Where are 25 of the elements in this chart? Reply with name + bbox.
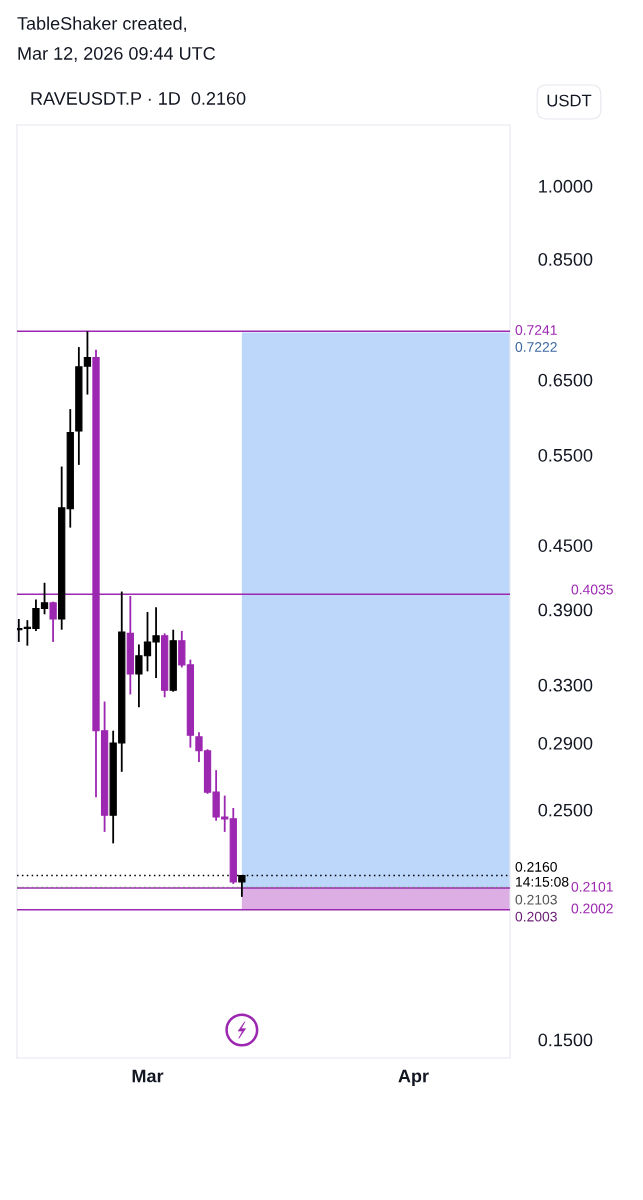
y-tick-label: 0.4500 [538,539,593,552]
candlestick [49,600,57,643]
ref-line-label: 0.2103 [515,894,557,905]
band-label: 0.7222 [515,342,557,352]
ref-line-label: 0.2101 [571,881,613,892]
y-tick-label: 0.8500 [538,253,593,266]
y-axis-title: USDT [547,94,592,107]
ref-line-label: 0.7241 [515,325,557,335]
ref-line-label: 0.4035 [571,584,613,595]
text: TableShaker created, [17,16,186,32]
y-tick-label: 0.6500 [538,373,593,387]
x-tick-label: Apr [398,1069,429,1086]
y-tick-label: 0.2900 [538,736,593,750]
y-tick-label: 0.3300 [538,678,593,692]
y-tick-label: 0.5500 [538,448,593,462]
x-tick-label: Mar [132,1069,164,1083]
chart-title: RAVEUSDT.P · 1D 0.2160 [31,92,246,105]
ref-line-label: 0.2160 14:15:08 [515,861,569,887]
y-tick-label: 0.3900 [538,603,593,617]
ref-line-label: 0.2002 [571,903,613,914]
band-label: 0.2003 [515,911,557,922]
y-tick-label: 1.0000 [539,179,593,193]
y-tick-label: 0.1500 [538,1033,593,1047]
text: Mar 12, 2026 09:44 UTC [18,47,216,62]
y-tick-label: 0.2500 [538,803,593,817]
